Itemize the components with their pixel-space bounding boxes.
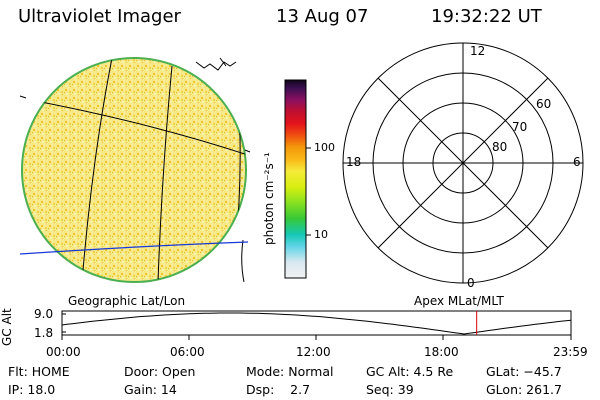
polar-coordinate-label: Apex MLat/MLT bbox=[414, 294, 504, 308]
geo-latitude: GLat: −45.7 bbox=[486, 364, 562, 379]
ip-value: IP: 18.0 bbox=[8, 382, 56, 397]
mlt-label-0: 0 bbox=[467, 276, 475, 290]
time-tick-4: 23:59 bbox=[553, 345, 588, 359]
altitude-tick-low: 1.8 bbox=[34, 326, 54, 340]
globe-coordinate-label: Geographic Lat/Lon bbox=[68, 294, 186, 308]
time-tick-0: 00:00 bbox=[46, 345, 81, 359]
color-scale-bar bbox=[284, 79, 311, 279]
mlt-label-18: 18 bbox=[346, 155, 362, 169]
mlt-label-12: 12 bbox=[470, 44, 486, 58]
gain-value: Gain: 14 bbox=[124, 382, 177, 397]
time-label: 19:32:22 UT bbox=[431, 6, 542, 27]
date-label: 13 Aug 07 bbox=[276, 6, 369, 27]
gc-altitude: GC Alt: 4.5 Re bbox=[366, 364, 454, 379]
colorbar-unit-label: photon cm⁻²s⁻¹ bbox=[262, 152, 276, 245]
mlt-label-6: 6 bbox=[573, 155, 581, 169]
lat-label-60: 60 bbox=[536, 97, 552, 111]
flight-status: Flt: HOME bbox=[8, 364, 70, 379]
colorbar-tick-10: 10 bbox=[314, 228, 328, 241]
altitude-tick-high: 9.0 bbox=[34, 307, 54, 321]
colorbar-tick-100: 100 bbox=[314, 141, 335, 154]
instrument-title: Ultraviolet Imager bbox=[18, 6, 181, 27]
geo-longitude: GLon: 261.7 bbox=[486, 382, 562, 397]
mode-status: Mode: Normal bbox=[246, 364, 334, 379]
door-status: Door: Open bbox=[124, 364, 196, 379]
altitude-axis-label: GC Alt bbox=[0, 308, 14, 346]
polar-grid bbox=[342, 42, 584, 284]
lat-label-70: 70 bbox=[512, 120, 528, 134]
time-tick-2: 12:00 bbox=[296, 345, 331, 359]
time-tick-3: 18:00 bbox=[424, 345, 459, 359]
earth-globe bbox=[19, 57, 251, 283]
lat-label-80: 80 bbox=[492, 140, 508, 154]
sequence-value: Seq: 39 bbox=[366, 382, 414, 397]
time-tick-1: 06:00 bbox=[170, 345, 205, 359]
dsp-value: Dsp: 2.7 bbox=[246, 382, 311, 397]
altitude-plot bbox=[61, 310, 572, 340]
